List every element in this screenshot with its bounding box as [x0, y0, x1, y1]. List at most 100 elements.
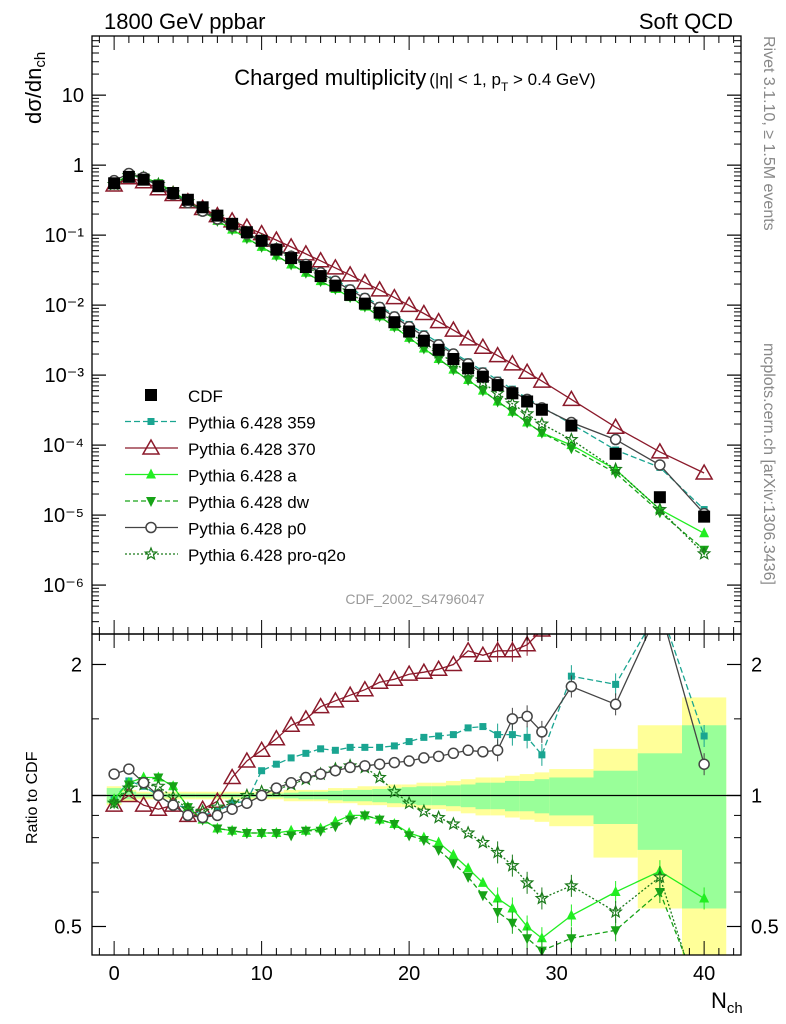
ratio-point-p370	[385, 669, 404, 686]
ratio-point-p359	[361, 743, 369, 751]
ratio-point-pdw	[345, 815, 356, 826]
ratio-series-pp0	[108, 634, 710, 824]
point-CDF	[506, 387, 519, 400]
ratio-point-pdw	[448, 858, 459, 869]
ratio-point-pq2o	[505, 857, 520, 872]
ratio-point-p370	[608, 614, 624, 628]
x-tick-label: 40	[693, 963, 715, 985]
ratio-point-p370	[222, 767, 242, 785]
legend-label: Pythia 6.428 359	[188, 414, 316, 433]
ratio-point-p359	[700, 732, 708, 740]
point-p370	[562, 389, 581, 407]
legend-item-p370: Pythia 6.428 370	[125, 438, 316, 459]
legend-marker	[143, 546, 159, 561]
ratio-point-pdw	[566, 934, 577, 945]
point-pdw	[536, 428, 547, 439]
point-pdw	[522, 418, 533, 429]
ratio-line-pdw	[113, 776, 686, 955]
ratio-point-pq2o	[416, 803, 432, 818]
point-CDF	[609, 447, 622, 460]
point-CDF	[698, 510, 711, 523]
point-CDF	[521, 395, 534, 408]
ratio-point-pp0	[152, 789, 165, 802]
ratio-point-p370	[473, 645, 493, 663]
legend: CDF Pythia 6.428 359 Pythia 6.428 370 Pythi…	[125, 387, 346, 565]
ratio-point-pp0	[403, 755, 415, 767]
ratio-point-p370	[652, 614, 668, 628]
ratio-series	[104, 614, 710, 1022]
ratio-point-p359	[538, 751, 546, 759]
point-CDF	[388, 316, 401, 329]
ratio-point-pq2o	[431, 809, 446, 824]
series-line-pp0	[113, 172, 705, 515]
ratio-point-pdw	[300, 826, 311, 837]
ratio-y-tick-label: 0.5	[54, 916, 82, 938]
ratio-point-pp0	[241, 797, 253, 809]
ratio-point-pp0	[314, 768, 327, 780]
legend-item-pp0: Pythia 6.428 p0	[125, 520, 306, 539]
ratio-point-pdw	[463, 872, 474, 883]
y-tick-label: 10⁻⁶	[43, 575, 84, 597]
point-p370	[458, 329, 478, 346]
ratio-point-p359	[317, 745, 325, 753]
point-CDF	[167, 186, 180, 199]
point-CDF	[255, 234, 268, 247]
ratio-point-p359	[302, 749, 310, 757]
point-p370	[296, 244, 316, 261]
ratio-point-pa	[566, 909, 577, 920]
point-CDF	[653, 491, 666, 504]
y-tick-label: 1	[73, 155, 84, 177]
ratio-point-p359	[258, 767, 266, 775]
bottom-border	[91, 633, 742, 956]
ratio-point-p359	[405, 738, 413, 746]
point-CDF	[565, 419, 578, 432]
ratio-point-p359	[331, 746, 339, 754]
ratio-point-p370	[458, 641, 478, 658]
ratio-point-pdw	[699, 1001, 709, 1011]
ratio-y-tick-label-right: 1	[751, 785, 762, 807]
point-p370	[429, 312, 448, 329]
top-frame	[91, 35, 742, 635]
ratio-point-pdw	[522, 934, 533, 945]
point-pq2o	[534, 416, 550, 431]
ratio-point-pa	[492, 892, 503, 903]
ratio-point-pq2o	[608, 904, 623, 919]
ratio-point-pq2o	[401, 795, 417, 810]
ratio-point-pa	[522, 920, 533, 931]
point-pq2o	[519, 406, 535, 421]
point-p370	[488, 346, 507, 363]
ratio-point-pq2o	[698, 1011, 709, 1022]
ratio-point-pq2o	[446, 816, 461, 831]
band-green	[682, 725, 727, 909]
point-p370	[694, 463, 714, 480]
point-pdw	[507, 407, 518, 418]
point-p370	[414, 303, 434, 321]
legend-item-pq2o: Pythia 6.428 pro-q2o	[125, 546, 346, 565]
ratio-point-pdw	[286, 831, 297, 842]
legend-label: Pythia 6.428 a	[188, 467, 297, 486]
ratio-point-pp0	[226, 803, 238, 815]
legend-item-pa: Pythia 6.428 a	[125, 467, 297, 486]
ratio-point-p370	[444, 654, 463, 672]
ratio-line-p370	[113, 634, 539, 817]
ratio-point-p370	[281, 715, 301, 733]
point-CDF	[447, 352, 460, 365]
point-pdw	[463, 376, 474, 387]
point-p370	[650, 442, 670, 459]
ratio-point-pp0	[462, 744, 474, 757]
point-p370	[517, 362, 537, 379]
ratio-point-pa	[433, 836, 444, 847]
ratio-point-pp0	[536, 726, 548, 738]
ratio-point-p370	[296, 709, 316, 726]
ratio-point-p359	[479, 723, 487, 731]
ratio-point-pp0	[344, 761, 356, 774]
ratio-point-p370	[517, 635, 537, 652]
point-CDF	[358, 297, 371, 310]
ratio-point-p359	[523, 733, 531, 741]
series-line-pq2o	[113, 174, 705, 555]
point-CDF	[403, 325, 416, 338]
point-pq2o	[564, 431, 579, 446]
x-tick-label: 0	[109, 963, 120, 985]
ratio-point-pdw	[256, 828, 267, 839]
ratio-point-pdw	[315, 826, 326, 837]
